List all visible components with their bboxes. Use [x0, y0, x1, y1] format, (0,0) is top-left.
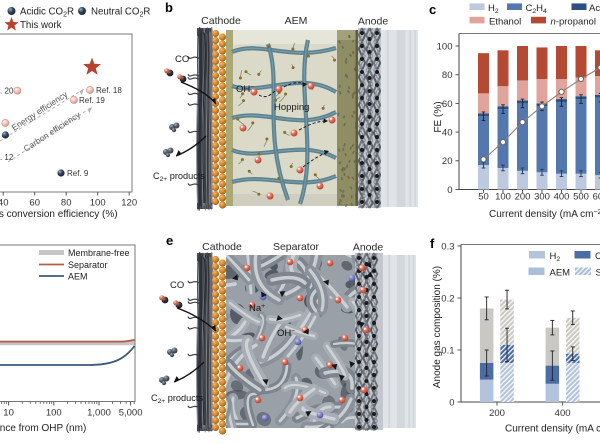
svg-text:CO: CO	[175, 54, 189, 65]
svg-text:Anode: Anode	[353, 242, 384, 254]
svg-text:120: 120	[121, 198, 137, 209]
svg-text:0.2: 0.2	[441, 293, 454, 304]
svg-text:Ref. 9: Ref. 9	[67, 169, 89, 178]
svg-text:80: 80	[61, 198, 72, 209]
svg-text:b: b	[165, 0, 173, 15]
svg-text:FE (%): FE (%)	[433, 101, 444, 132]
svg-text:0: 0	[447, 185, 452, 196]
svg-text:CO: CO	[595, 251, 600, 262]
svg-text:Cathode: Cathode	[201, 15, 241, 27]
svg-text:0.3: 0.3	[441, 241, 454, 252]
svg-text:Current density (mA cm−2): Current density (mA cm−2)	[489, 207, 600, 220]
svg-text:40: 40	[0, 198, 8, 209]
svg-text:Hopping: Hopping	[274, 102, 309, 113]
svg-text:Membrane-free: Membrane-free	[68, 248, 130, 258]
svg-text:e: e	[166, 233, 173, 248]
svg-text:Ref. 19: Ref. 19	[79, 96, 105, 105]
svg-text:Separator: Separator	[596, 268, 600, 279]
svg-text:Ref. 18: Ref. 18	[96, 86, 122, 95]
svg-text:5,000: 5,000	[119, 408, 143, 419]
svg-text:1,000: 1,000	[87, 408, 111, 419]
svg-text:10: 10	[3, 408, 14, 419]
svg-text:80: 80	[442, 70, 453, 81]
svg-text:0.1: 0.1	[441, 345, 454, 356]
svg-text:100: 100	[90, 198, 106, 209]
svg-text:Anode: Anode	[358, 16, 389, 28]
svg-text:400: 400	[555, 408, 571, 419]
svg-text:0: 0	[449, 397, 454, 408]
svg-text:Anode gas composition (%): Anode gas composition (%)	[432, 266, 443, 388]
svg-text:AEM: AEM	[285, 15, 308, 27]
svg-text:100: 100	[495, 192, 511, 203]
svg-text:300: 300	[534, 192, 550, 203]
svg-text:60: 60	[29, 198, 40, 209]
svg-text:100: 100	[46, 408, 62, 419]
svg-text:200: 200	[489, 408, 505, 419]
svg-text:Acetate: Acetate	[589, 3, 600, 14]
svg-text:c: c	[429, 2, 436, 17]
svg-text:400: 400	[554, 192, 570, 203]
svg-text:Gas conversion efficiency (%): Gas conversion efficiency (%)	[0, 209, 118, 220]
svg-text:CO: CO	[170, 280, 184, 291]
svg-text:AEM: AEM	[550, 268, 571, 279]
svg-text:Cathode: Cathode	[202, 241, 242, 253]
svg-text:500: 500	[573, 192, 589, 203]
svg-text:Separator: Separator	[273, 241, 320, 253]
svg-text:This work: This work	[20, 20, 62, 31]
svg-text:Ref. 12: Ref. 12	[0, 153, 14, 162]
svg-text:100: 100	[437, 41, 453, 52]
svg-text:Distance from OHP (nm): Distance from OHP (nm)	[0, 423, 86, 434]
svg-text:f: f	[430, 236, 435, 251]
svg-text:20: 20	[442, 156, 453, 167]
svg-text:Current density (mA cm−2): Current density (mA cm−2)	[505, 422, 600, 435]
svg-text:Ref. 20: Ref. 20	[0, 87, 14, 96]
svg-text:200: 200	[515, 192, 531, 203]
svg-text:AEM: AEM	[68, 272, 88, 282]
svg-text:50: 50	[478, 192, 489, 203]
svg-text:600: 600	[593, 192, 600, 203]
svg-text:n-propanol: n-propanol	[551, 16, 596, 27]
svg-text:Ethanol: Ethanol	[489, 16, 521, 27]
svg-text:Separator: Separator	[68, 260, 108, 270]
